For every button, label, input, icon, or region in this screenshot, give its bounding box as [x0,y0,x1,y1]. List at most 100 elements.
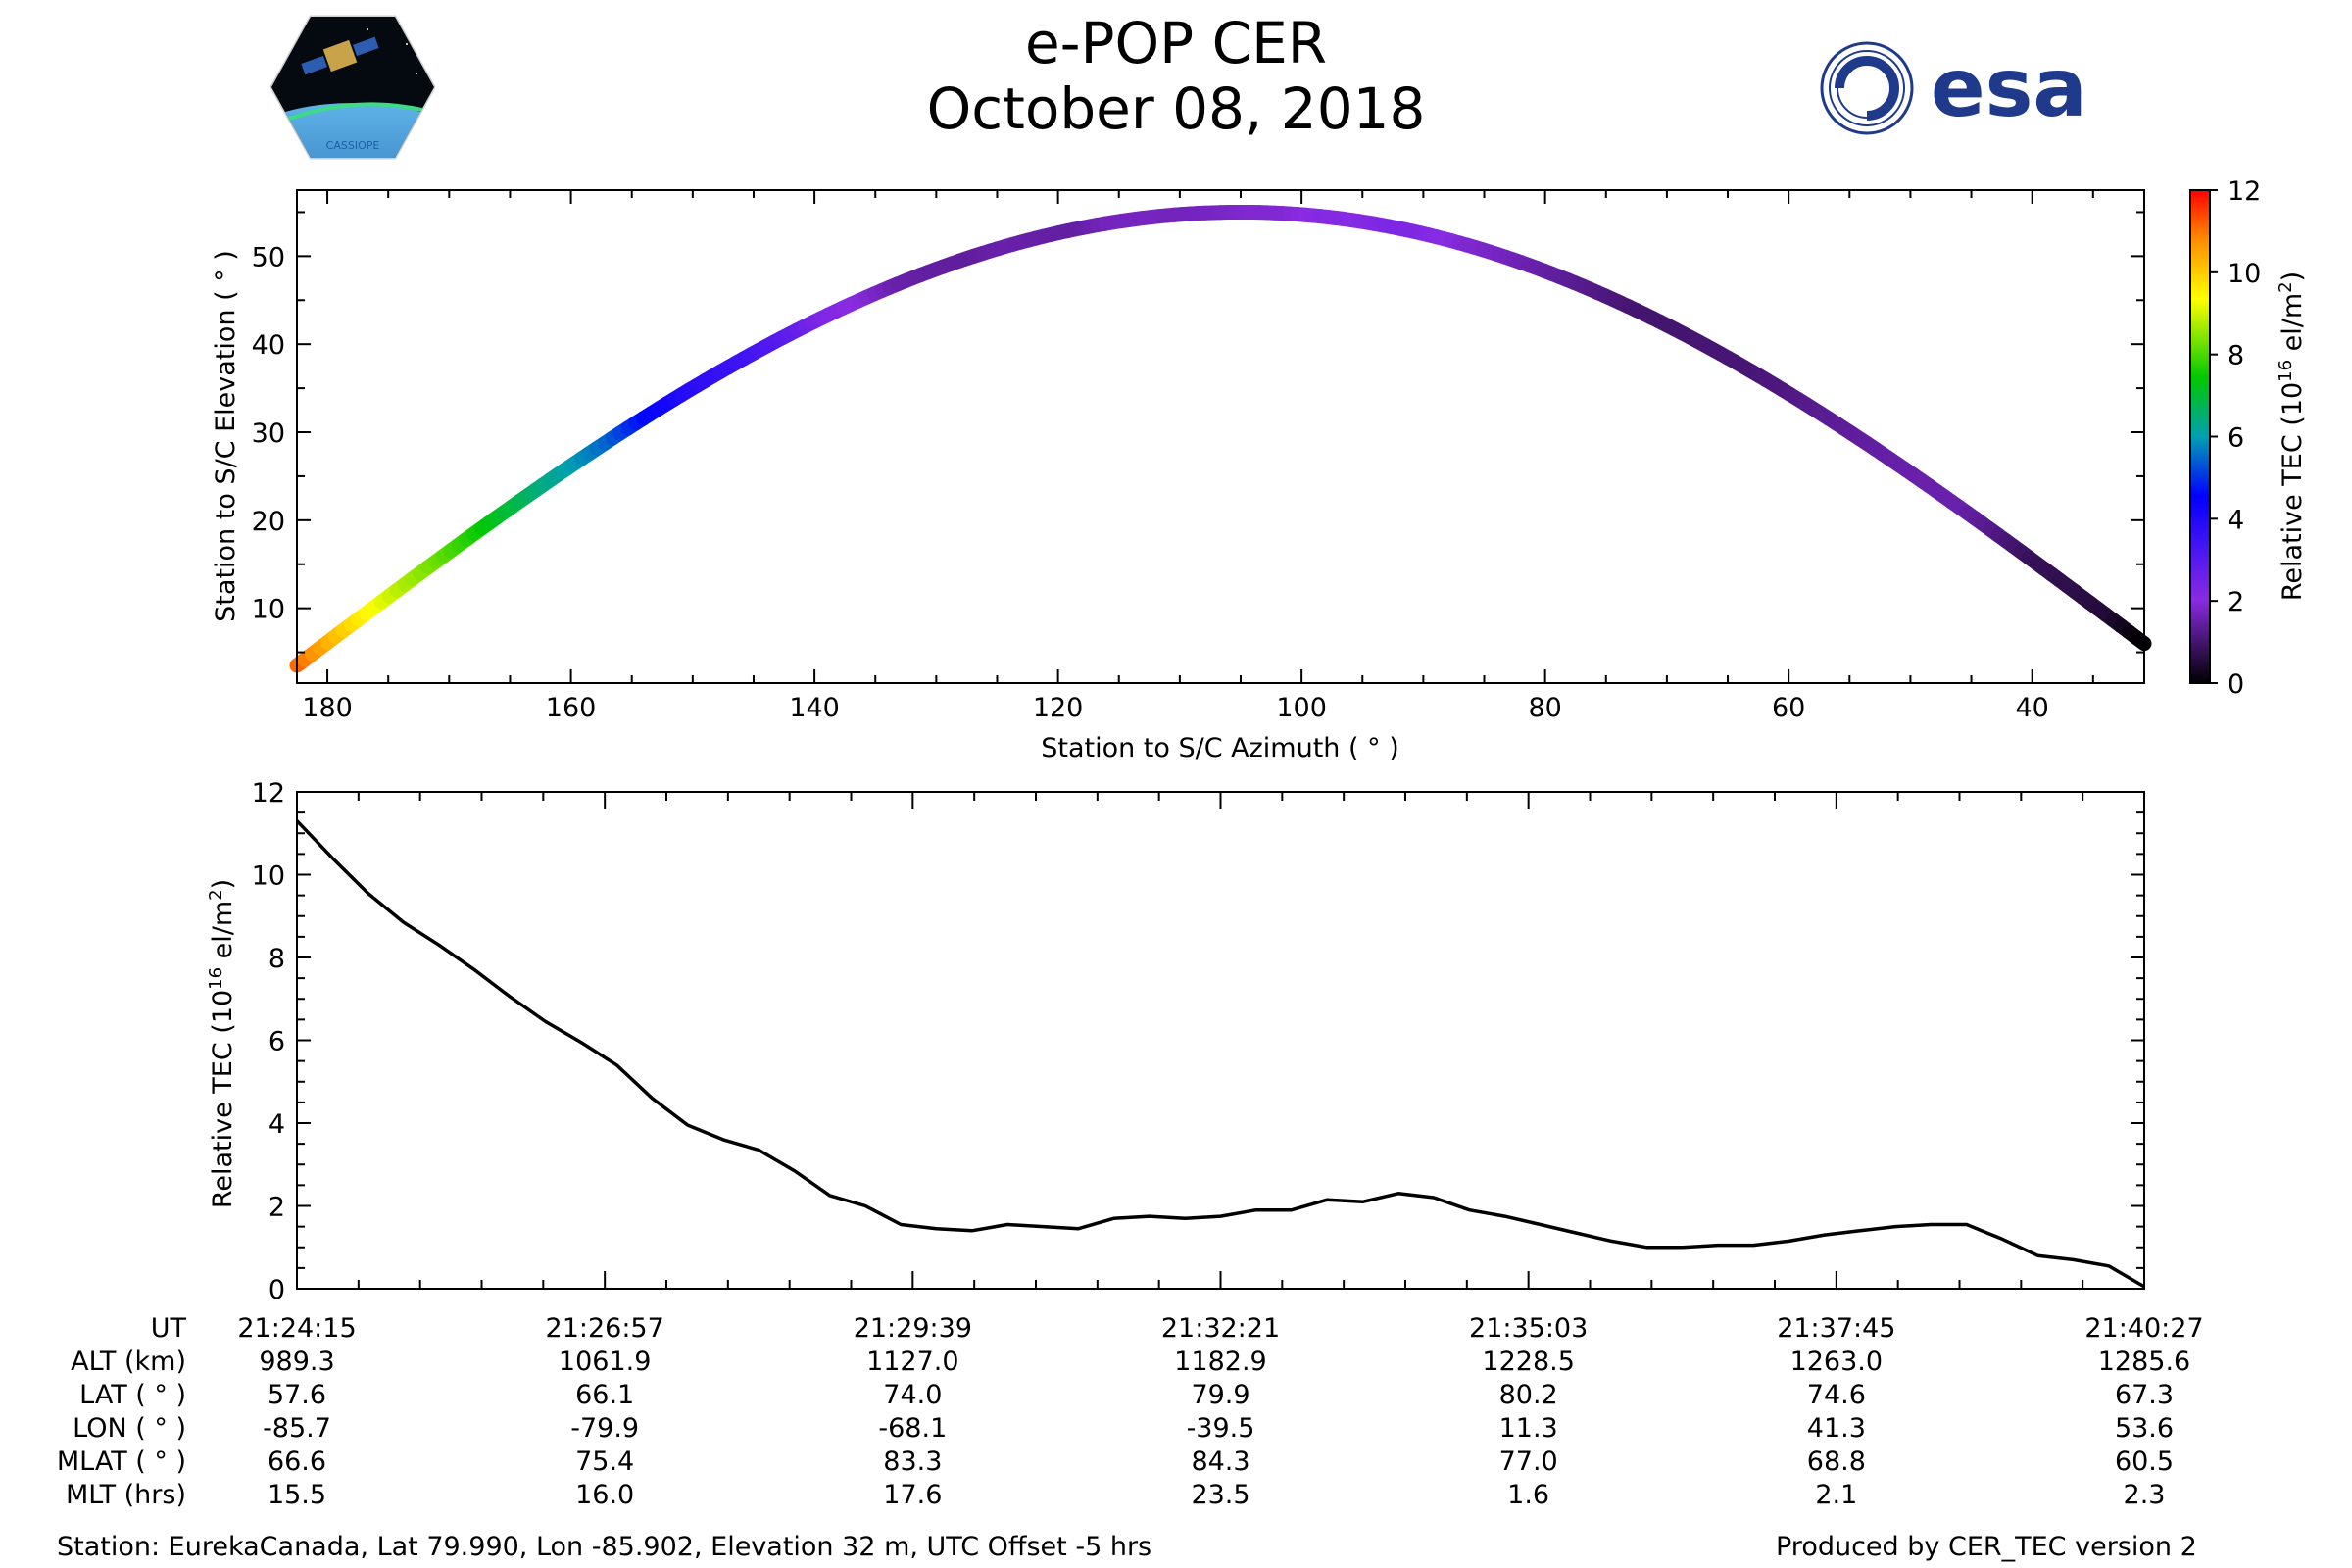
table-cell: 1228.5 [1482,1347,1575,1377]
table-cell: 74.6 [1806,1380,1866,1410]
table-cell: 1127.0 [866,1347,959,1377]
table-row-label: ALT (km) [71,1347,186,1377]
table-cell: 21:40:27 [2084,1313,2204,1344]
colorbar-label-main: Relative TEC (10 [2278,382,2308,601]
table-cell: 53.6 [2114,1413,2175,1444]
colorbar-tick-label: 4 [2228,505,2244,535]
top-x-tick-label: 40 [2016,693,2049,723]
esa-logo-text: esa [1931,42,2087,135]
produced-by: Produced by CER_TEC version 2 [1776,1532,2197,1562]
top-y-tick-label: 10 [252,595,285,625]
table-cell: 57.6 [267,1380,327,1410]
table-cell: 74.0 [883,1380,943,1410]
table-row-label: LAT ( ° ) [79,1380,186,1410]
table-cell: 23.5 [1191,1480,1250,1510]
colorbar-tick-label: 0 [2228,669,2244,700]
bottom-y-tick-label: 6 [269,1027,285,1057]
table-cell: 1263.0 [1789,1347,1884,1377]
top-y-tick-label: 40 [252,330,285,361]
table-cell: 17.6 [883,1480,943,1510]
table-cell: 1061.9 [558,1347,652,1377]
bottom-ylabel-end: el/m [208,901,238,967]
table-cell: 1285.6 [2097,1347,2191,1377]
top-x-ticks: 180 160 140 120 100 80 60 40 [302,190,2094,723]
table-cell: -68.1 [878,1413,948,1444]
table-cell: 2.1 [1815,1480,1858,1510]
table-cell: 21:37:45 [1777,1313,1896,1344]
bottom-y-tick-label: 4 [269,1109,285,1140]
colorbar-tick-label: 2 [2228,587,2244,617]
top-x-tick-label: 160 [546,693,597,723]
top-x-tick-label: 140 [789,693,840,723]
elevation-azimuth-plot: 180 160 140 120 100 80 60 40 10 20 30 40 50 Station… [211,189,2152,763]
colorbar-gradient [2189,189,2211,684]
top-y-axis-label: Station to S/C Elevation ( ° ) [211,250,241,622]
colorbar-tick-label: 8 [2228,341,2244,371]
table-cell: -85.7 [263,1413,331,1444]
bottom-y-tick-label: 10 [252,861,285,892]
bottom-y-axis-label: Relative TEC (1016 el/m2) [206,879,238,1208]
table-cell: 79.9 [1191,1380,1250,1410]
top-y-tick-label: 50 [252,242,285,272]
top-x-tick-label: 100 [1276,693,1327,723]
table-cell: 75.4 [575,1446,635,1477]
top-x-tick-label: 60 [1772,693,1805,723]
table-cell: -39.5 [1186,1413,1255,1444]
table-cell: 83.3 [883,1446,943,1477]
table-cell: 15.5 [267,1480,327,1510]
table-cell: 21:26:57 [545,1313,664,1344]
chart-title-date: October 08, 2018 [926,75,1426,142]
colorbar-label: Relative TEC (1016 el/m2) [2276,271,2308,601]
station-info: Station: EurekaCanada, Lat 79.990, Lon -… [57,1532,1152,1562]
bottom-plot-frame [296,791,2145,1290]
top-plot-frame [296,189,2145,684]
table-cell: 16.0 [575,1480,635,1510]
colorbar-tick-label: 12 [2228,176,2261,207]
table-cell: 1182.9 [1174,1347,1267,1377]
table-cell: 21:29:39 [853,1313,972,1344]
bottom-y-tick-label: 8 [269,944,285,974]
tec-time-series-plot: 0 2 4 6 8 10 12 Relative TEC (1016 el/m2) [206,778,2145,1305]
table-cell: 60.5 [2114,1446,2175,1477]
table-cell: 84.3 [1191,1446,1250,1477]
table-row-label: UT [150,1313,186,1344]
table-cell: 66.6 [267,1446,327,1477]
arc-segment [2129,630,2152,652]
table-cell: 80.2 [1498,1380,1558,1410]
top-y-ticks: 10 20 30 40 50 [252,211,2144,654]
chart-title-line1: e-POP CER [1024,10,1328,76]
bottom-ylabel-sup: 16 [206,967,226,990]
bottom-y-tick-label: 0 [269,1275,285,1305]
bottom-ylabel-close: ) [208,879,238,890]
colorbar-tick-label: 10 [2228,259,2261,289]
table-row-label: MLT (hrs) [65,1480,186,1510]
bottom-x-ticks [296,792,2145,1289]
table-cell: 77.0 [1498,1446,1558,1477]
bottom-y-tick-label: 2 [269,1193,285,1223]
colorbar-label-sup: 16 [2276,360,2296,382]
top-y-tick-label: 30 [252,418,285,449]
bottom-y-tick-label: 12 [252,778,285,808]
colorbar-label-end: el/m [2278,293,2308,360]
table-cell: 2.3 [2123,1480,2166,1510]
top-x-tick-label: 120 [1033,693,1084,723]
bottom-y-ticks: 0 2 4 6 8 10 12 [252,778,2144,1305]
table-cell: 41.3 [1806,1413,1866,1444]
top-x-tick-label: 180 [302,693,353,723]
top-x-tick-label: 80 [1528,693,1561,723]
table-cell: 21:32:21 [1160,1313,1281,1344]
colorbar-label-close: ) [2278,271,2308,282]
cassiope-logo: CASSIOPE [270,15,436,160]
table-cell: 21:35:03 [1469,1313,1589,1344]
table-cell: 66.1 [575,1380,635,1410]
table-cell: -79.9 [570,1413,640,1444]
tec-arc-track [289,204,2152,673]
table-cell: 68.8 [1806,1446,1866,1477]
table-row-label: LON ( ° ) [73,1413,186,1444]
table-cell: 989.3 [259,1347,335,1377]
top-y-tick-label: 20 [252,507,285,537]
tec-series-line [295,819,2145,1289]
bottom-ylabel-sup2: 2 [206,889,226,900]
